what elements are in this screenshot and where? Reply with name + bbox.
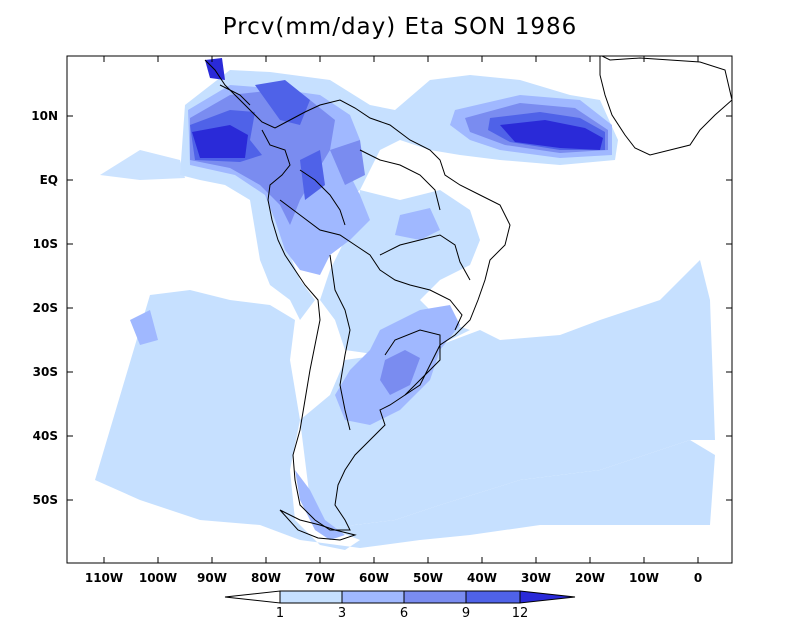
longitude-axis <box>103 56 699 563</box>
colorbar-label-6: 6 <box>400 606 408 618</box>
lat-label-50s: 50S <box>33 493 58 507</box>
colorbar-label-3: 3 <box>338 606 346 618</box>
lon-label-40w: 40W <box>467 571 497 585</box>
lon-label-70w: 70W <box>305 571 335 585</box>
lon-label-10w: 10W <box>629 571 659 585</box>
colorbar-labels: 1 3 6 9 12 <box>276 606 528 618</box>
colorbar-segment-1-3 <box>279 590 343 604</box>
latitude-axis <box>67 115 732 501</box>
colorbar-segment-below-1 <box>224 590 281 604</box>
lon-label-110w: 110W <box>85 571 123 585</box>
lat-label-eq: EQ <box>40 173 58 187</box>
lat-label-30s: 30S <box>33 365 58 379</box>
colorbar-label-9: 9 <box>462 606 470 618</box>
precip-shading-extreme <box>192 58 603 158</box>
lon-label-50w: 50W <box>413 571 443 585</box>
lat-label-10n: 10N <box>31 109 58 123</box>
colorbar-label-1: 1 <box>276 606 284 618</box>
map-frame <box>66 55 733 564</box>
lon-label-90w: 90W <box>197 571 227 585</box>
lon-label-0: 0 <box>694 571 702 585</box>
lat-label-40s: 40S <box>33 429 58 443</box>
colorbar <box>224 590 576 604</box>
latitude-labels: 10N EQ 10S 20S 30S 40S 50S <box>31 109 58 507</box>
lon-label-80w: 80W <box>251 571 281 585</box>
lon-label-30w: 30W <box>521 571 551 585</box>
coastlines <box>204 56 732 541</box>
colorbar-label-12: 12 <box>512 606 529 618</box>
colorbar-segment-9-12 <box>465 590 521 604</box>
lat-label-20s: 20S <box>33 301 58 315</box>
lat-label-10s: 10S <box>33 237 58 251</box>
lon-label-100w: 100W <box>139 571 177 585</box>
colorbar-segment-3-6 <box>341 590 405 604</box>
colorbar-segment-above-12 <box>519 590 576 604</box>
colorbar-segment-6-9 <box>403 590 467 604</box>
map-title: Prcv(mm/day) Eta SON 1986 <box>222 14 578 40</box>
lon-label-20w: 20W <box>575 571 605 585</box>
precip-shading-light <box>95 70 715 550</box>
lon-label-60w: 60W <box>359 571 389 585</box>
longitude-labels: 110W 100W 90W 80W 70W 60W 50W 40W 30W 20… <box>85 571 702 585</box>
